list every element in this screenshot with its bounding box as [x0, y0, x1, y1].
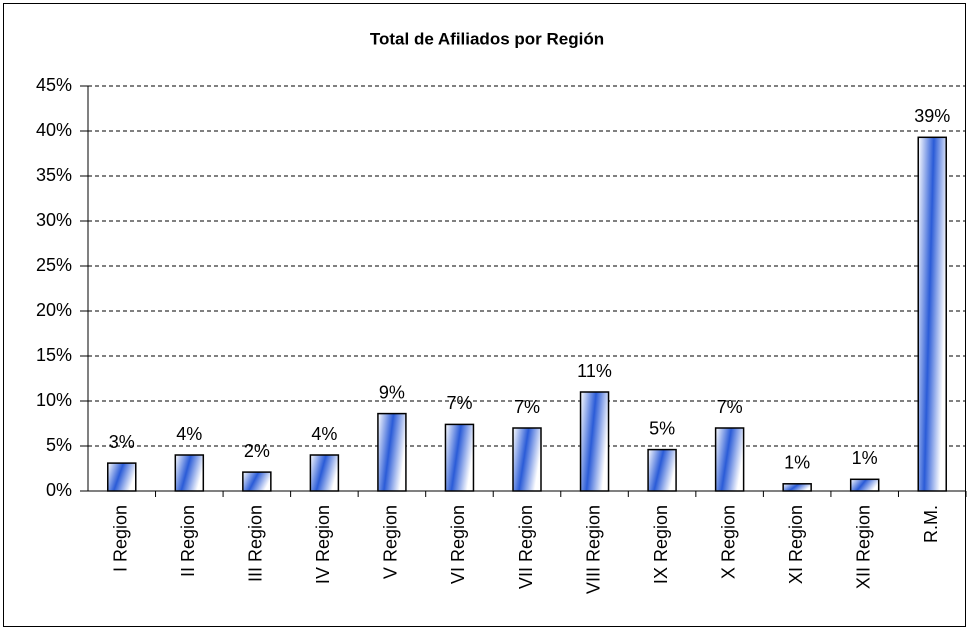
bar	[309, 454, 340, 492]
x-tick-label: IV Region	[313, 505, 333, 584]
y-tick-label: 0%	[46, 480, 72, 500]
data-label: 4%	[176, 424, 202, 444]
chart-title: Total de Afiliados por Región	[370, 29, 604, 48]
x-tick-label: IX Region	[651, 505, 671, 584]
x-tick-label: V Region	[381, 505, 401, 579]
bar	[242, 471, 272, 492]
data-label: 3%	[109, 432, 135, 452]
x-tick-label: VI Region	[448, 505, 468, 584]
x-tick-label: XII Region	[853, 505, 873, 589]
data-label: 7%	[717, 397, 743, 417]
y-tick-label: 35%	[36, 165, 72, 185]
y-tick-label: 20%	[36, 300, 72, 320]
chart-frame	[3, 3, 966, 627]
y-tick-label: 40%	[36, 120, 72, 140]
data-label: 39%	[914, 106, 950, 126]
y-tick-label: 5%	[46, 435, 72, 455]
x-tick-label: R.M.	[921, 505, 941, 543]
data-label: 1%	[784, 453, 810, 473]
x-tick-label: III Region	[246, 505, 266, 582]
bar	[647, 448, 677, 492]
data-label: 4%	[311, 424, 337, 444]
bar	[444, 423, 475, 492]
bar	[849, 478, 880, 492]
y-tick-label: 45%	[36, 75, 72, 95]
data-label: 7%	[446, 393, 472, 413]
data-label: 11%	[577, 361, 612, 381]
bar	[782, 483, 812, 492]
x-tick-label: XI Region	[786, 505, 806, 584]
bar	[714, 427, 745, 492]
y-tick-label: 10%	[36, 390, 72, 410]
x-tick-label: II Region	[178, 505, 198, 577]
data-label: 2%	[244, 441, 270, 461]
x-tick-label: VII Region	[516, 505, 536, 589]
data-label: 1%	[852, 448, 878, 468]
y-tick-label: 30%	[36, 210, 72, 230]
bar	[377, 412, 407, 492]
x-tick-label: I Region	[111, 505, 131, 572]
x-tick-label: VIII Region	[583, 505, 603, 594]
y-tick-label: 15%	[36, 345, 72, 365]
data-label: 5%	[649, 418, 675, 438]
bar	[917, 136, 947, 492]
x-tick-label: X Region	[718, 505, 738, 579]
bar	[107, 462, 137, 492]
bar	[579, 391, 610, 492]
bar	[174, 454, 205, 492]
y-tick-label: 25%	[36, 255, 72, 275]
bar	[512, 427, 542, 492]
data-label: 7%	[514, 397, 540, 417]
data-label: 9%	[379, 382, 405, 402]
